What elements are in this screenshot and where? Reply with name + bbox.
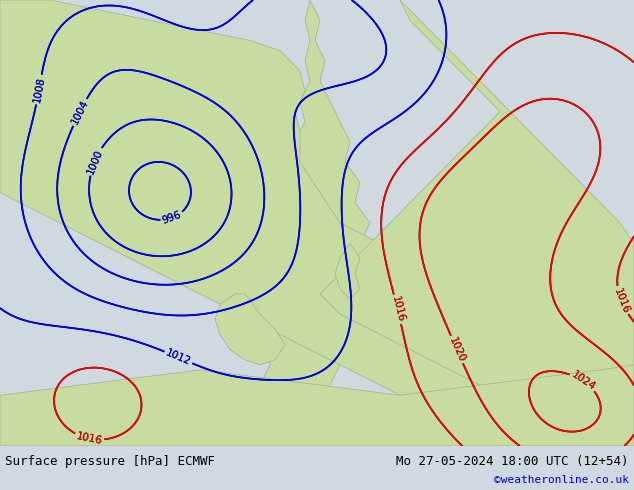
Text: 1012: 1012 (164, 348, 193, 367)
Polygon shape (215, 294, 285, 365)
Text: 1012: 1012 (164, 348, 193, 367)
Text: 1024: 1024 (569, 370, 597, 393)
Text: Mo 27-05-2024 18:00 UTC (12+54): Mo 27-05-2024 18:00 UTC (12+54) (396, 455, 629, 468)
Text: 1020: 1020 (447, 336, 467, 364)
Text: 1016: 1016 (389, 295, 406, 323)
Text: 1016: 1016 (389, 295, 406, 323)
Text: 1016: 1016 (612, 287, 631, 315)
Polygon shape (170, 208, 190, 233)
Text: 996: 996 (161, 210, 183, 226)
Text: 1024: 1024 (569, 370, 597, 393)
Text: 1008: 1008 (32, 76, 46, 103)
Text: 1016: 1016 (75, 431, 103, 446)
Text: ©weatheronline.co.uk: ©weatheronline.co.uk (494, 475, 629, 485)
Text: 996: 996 (161, 210, 183, 226)
Polygon shape (335, 243, 360, 299)
Polygon shape (0, 365, 634, 446)
Polygon shape (250, 0, 380, 436)
Polygon shape (185, 41, 230, 81)
Polygon shape (0, 0, 634, 446)
Text: 1016: 1016 (75, 431, 103, 446)
Text: 1020: 1020 (447, 336, 467, 364)
Text: 1000: 1000 (85, 147, 105, 175)
Text: 1016: 1016 (612, 287, 631, 315)
Text: Surface pressure [hPa] ECMWF: Surface pressure [hPa] ECMWF (5, 455, 215, 468)
Text: 1004: 1004 (69, 98, 90, 126)
Polygon shape (190, 132, 225, 264)
Polygon shape (320, 0, 634, 446)
Text: 1004: 1004 (69, 98, 90, 126)
Text: 1000: 1000 (85, 147, 105, 175)
Text: 1008: 1008 (32, 76, 46, 103)
